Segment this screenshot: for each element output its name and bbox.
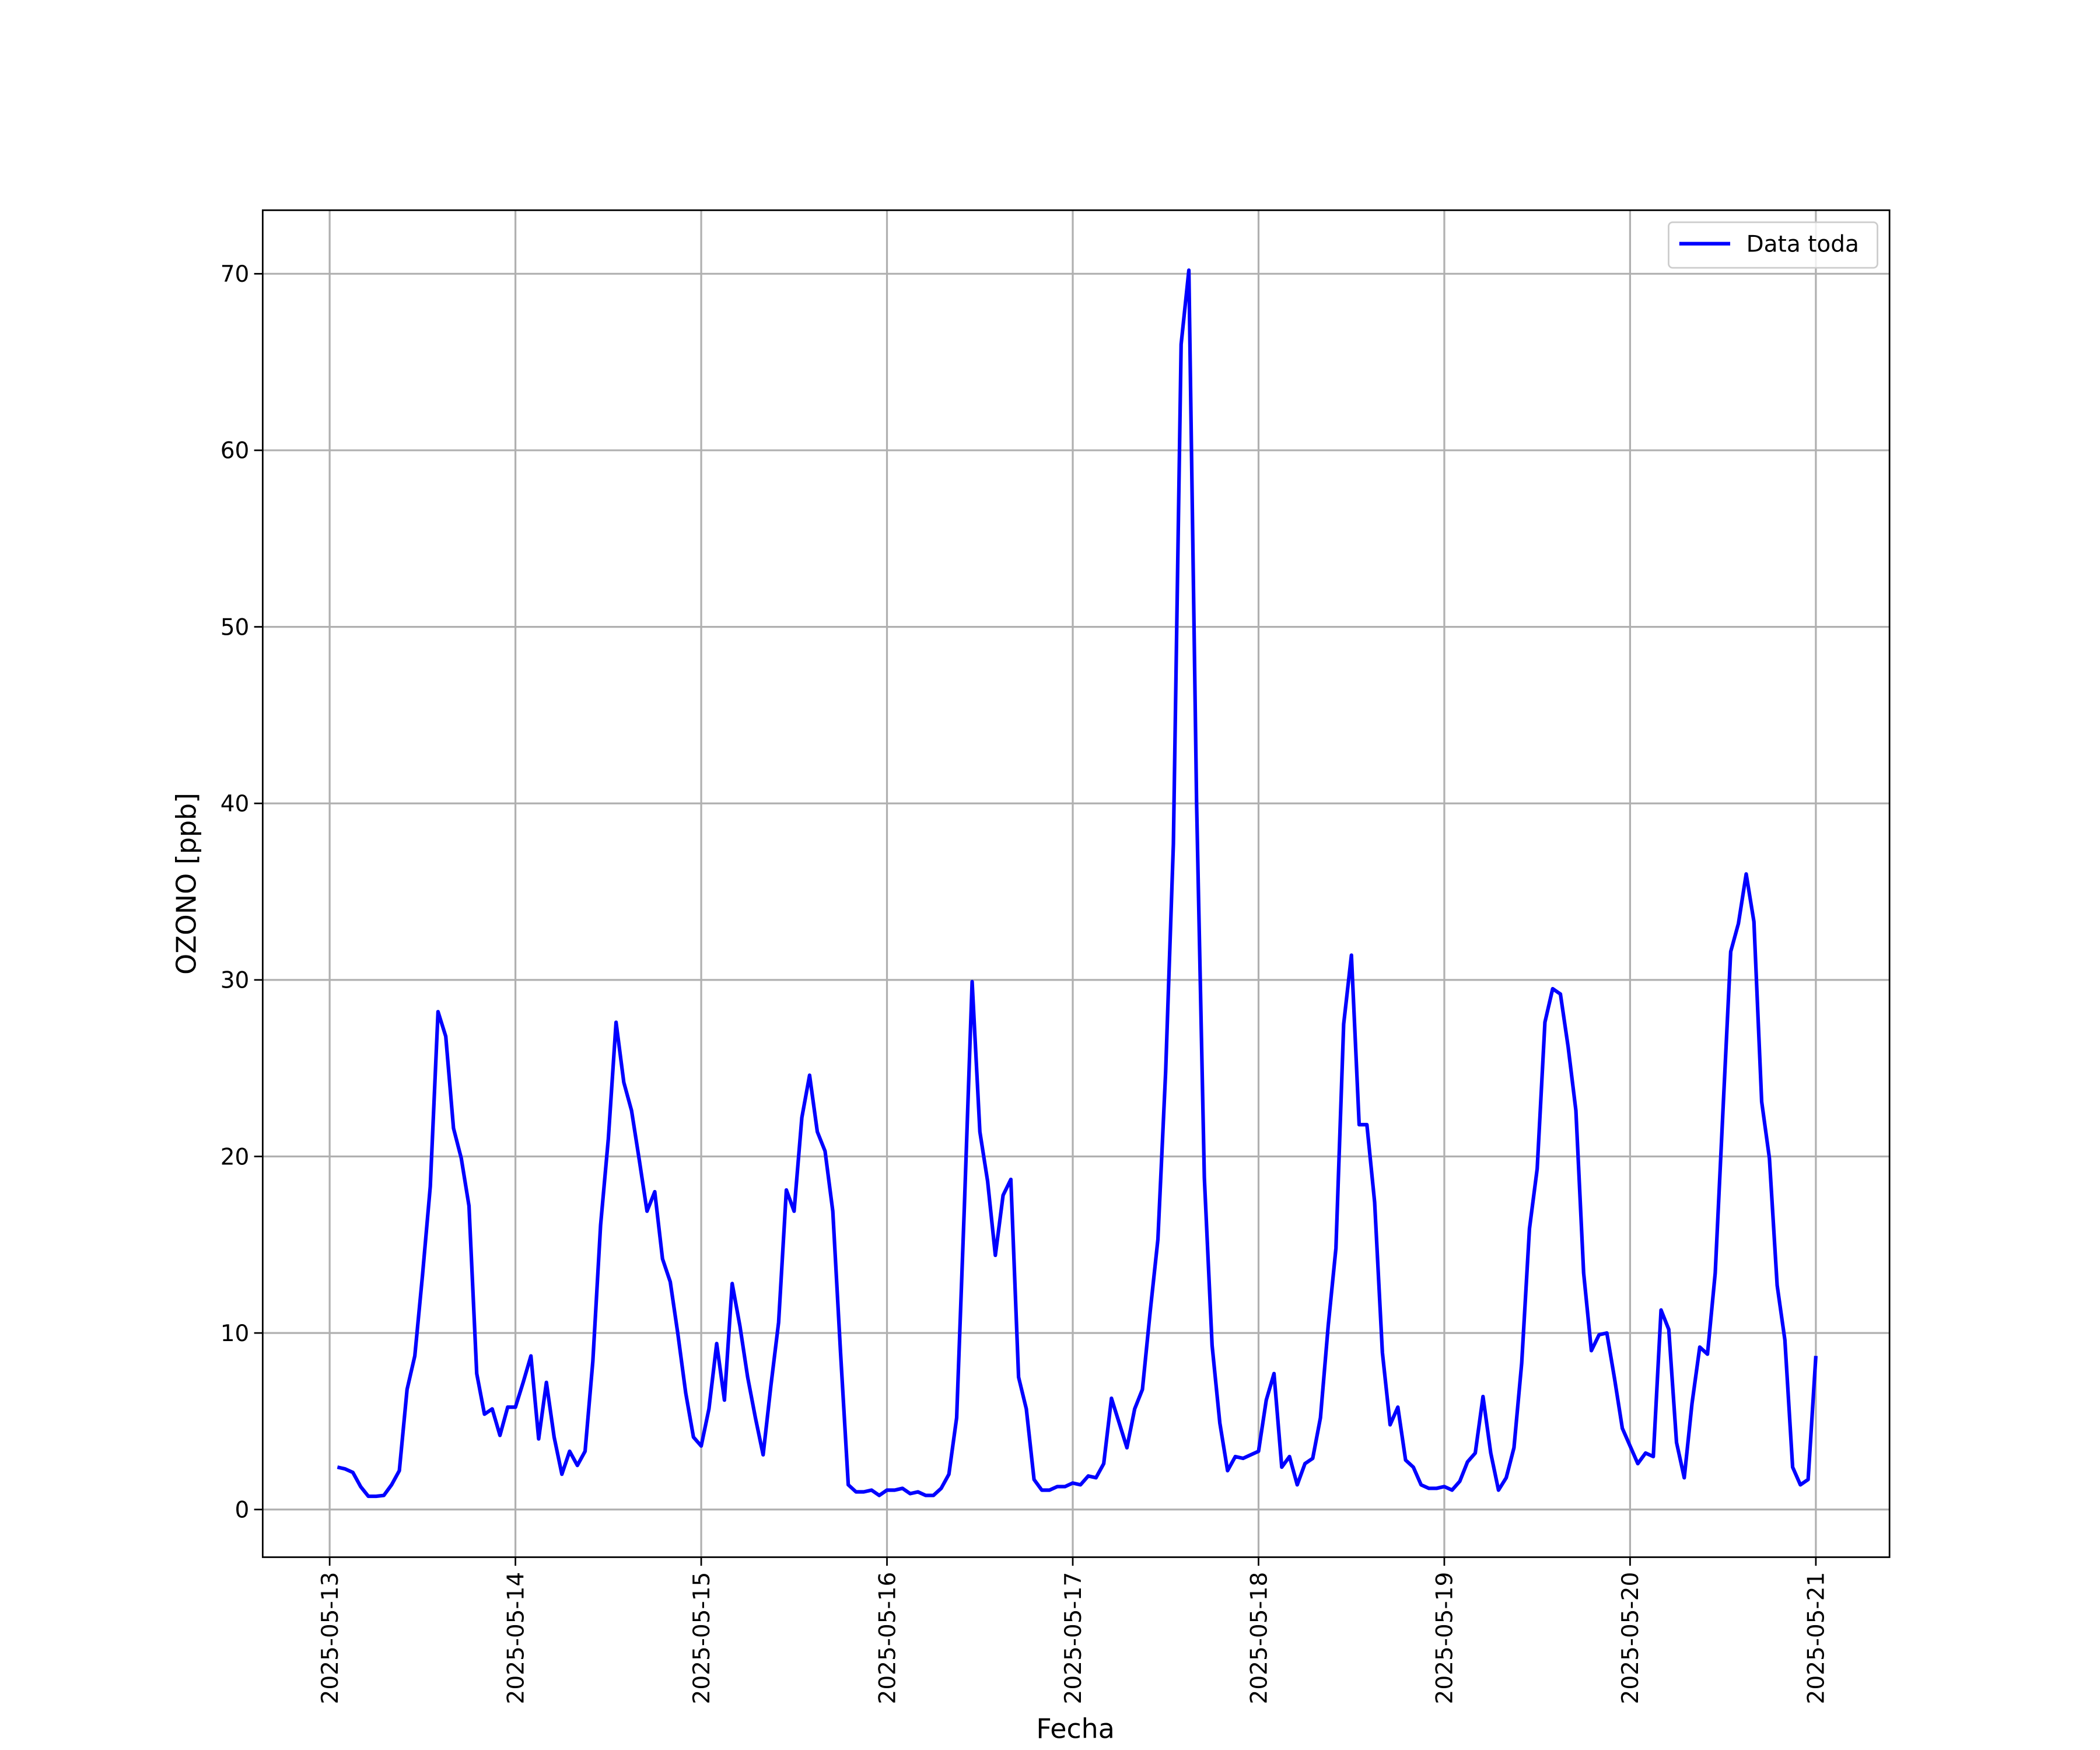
x-tick-label: 2025-05-19 — [1432, 1572, 1458, 1704]
legend-box — [1668, 221, 1878, 269]
axes-frame — [261, 209, 1891, 1558]
grid — [262, 210, 1890, 1558]
x-tick-label: 2025-05-16 — [874, 1572, 901, 1704]
x-tick-label: 2025-05-20 — [1618, 1572, 1644, 1704]
x-tick-label: 2025-05-13 — [317, 1572, 344, 1704]
y-tick-label: 40 — [220, 791, 250, 817]
ticks: 0 10 20 30 40 50 60 70 2025-05-13 2025-05-14 2025-… — [220, 261, 1830, 1704]
y-tick-label: 70 — [220, 261, 250, 288]
x-tick-label: 2025-05-21 — [1804, 1572, 1830, 1704]
x-tick-label: 2025-05-14 — [503, 1572, 529, 1704]
data-line — [337, 268, 1818, 1499]
y-tick-label: 10 — [220, 1321, 250, 1347]
x-tick-label: 2025-05-17 — [1060, 1572, 1087, 1704]
y-tick-label: 50 — [220, 614, 250, 640]
plot-area — [337, 268, 1818, 1499]
x-tick-label: 2025-05-18 — [1246, 1572, 1272, 1704]
x-tick-label: 2025-05-15 — [689, 1572, 715, 1704]
y-tick-label: 30 — [220, 968, 250, 994]
y-tick-label: 60 — [220, 438, 250, 464]
y-axis-label: OZONO [ppb] — [171, 793, 202, 975]
y-tick-label: 0 — [235, 1497, 250, 1524]
legend-label: Data toda — [1746, 232, 1859, 258]
x-axis-label: Fecha — [1036, 1713, 1115, 1744]
legend: Data toda — [1668, 221, 1878, 269]
y-tick-label: 20 — [220, 1144, 250, 1170]
